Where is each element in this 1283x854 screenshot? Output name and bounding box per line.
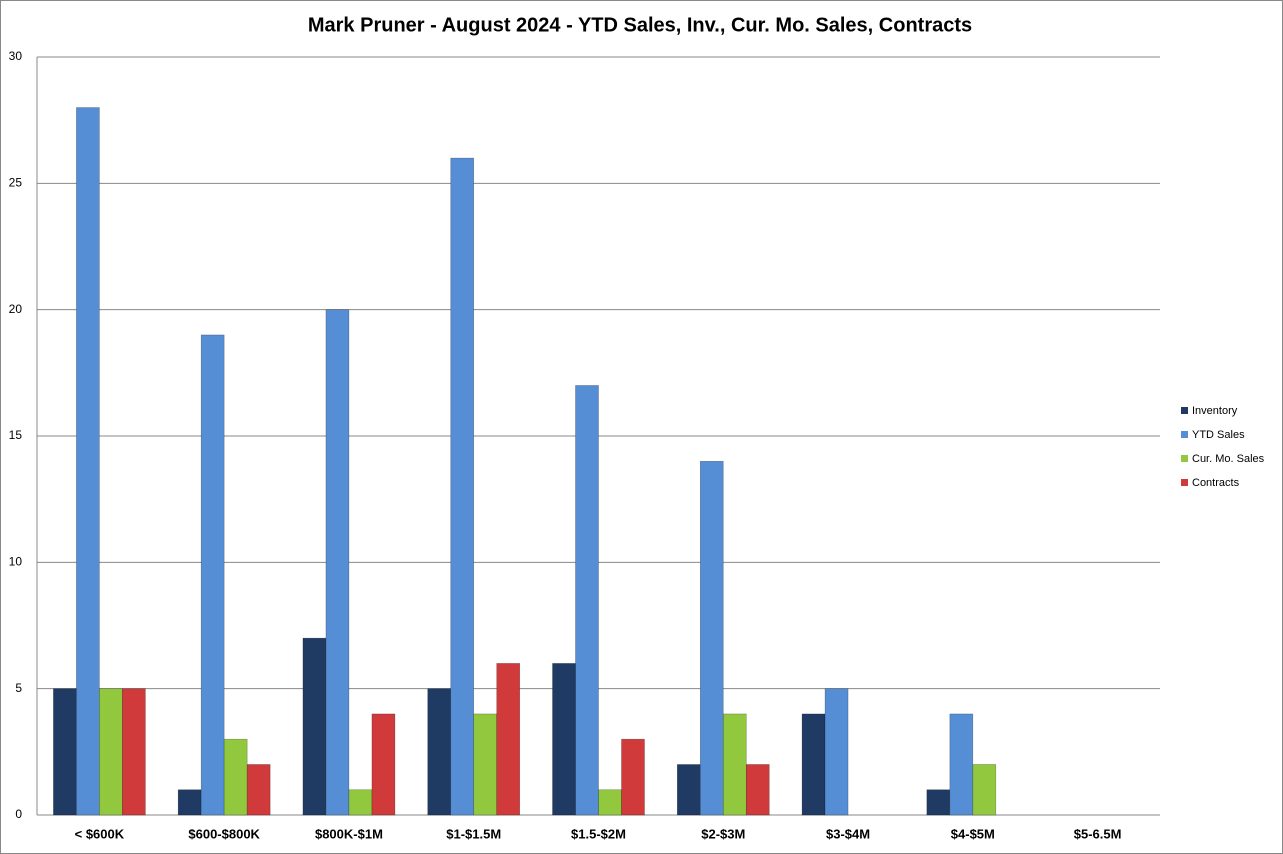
bar: [348, 789, 373, 816]
bar: [371, 713, 396, 816]
bar: [552, 663, 576, 816]
y-tick-label: 25: [9, 176, 23, 190]
bar: [325, 309, 350, 816]
legend-swatch: [1181, 479, 1188, 486]
bar: [53, 688, 77, 816]
y-tick-label: 20: [9, 302, 23, 316]
y-tick-label: 10: [9, 555, 23, 569]
bar: [722, 713, 747, 816]
bar: [699, 460, 724, 816]
bar: [302, 637, 327, 816]
x-tick-label: $4-$5M: [951, 826, 995, 841]
legend-label: Cur. Mo. Sales: [1192, 453, 1265, 465]
legend-swatch: [1181, 407, 1188, 414]
bar: [177, 789, 202, 816]
bar: [575, 385, 599, 816]
x-tick-label: $2-$3M: [701, 826, 745, 841]
y-tick-label: 30: [9, 49, 23, 63]
x-tick-label: $800K-$1M: [315, 826, 383, 841]
bar: [496, 663, 521, 816]
legend-label: Contracts: [1192, 477, 1240, 489]
legend-swatch: [1181, 455, 1188, 462]
bar: [200, 334, 225, 816]
chart-title: Mark Pruner - August 2024 - YTD Sales, I…: [308, 14, 972, 36]
bar: [99, 688, 123, 816]
bar: [246, 764, 271, 816]
bar: [801, 713, 826, 816]
bar: [122, 688, 146, 816]
bar: [598, 789, 622, 816]
bar: [76, 107, 100, 816]
legend-label: Inventory: [1192, 405, 1238, 417]
x-tick-label: $5-6.5M: [1074, 826, 1122, 841]
y-tick-label: 0: [15, 807, 22, 821]
legend-label: YTD Sales: [1192, 429, 1245, 441]
x-tick-label: $600-$800K: [188, 826, 260, 841]
bar: [745, 764, 770, 816]
bar: [621, 738, 645, 816]
bar: [676, 764, 701, 816]
bar: [972, 764, 997, 816]
bar: [926, 789, 951, 816]
bar: [427, 688, 452, 816]
legend-swatch: [1181, 431, 1188, 438]
bar: [223, 738, 248, 816]
y-tick-label: 15: [9, 428, 23, 442]
y-tick-label: 5: [15, 681, 22, 695]
bar: [949, 713, 974, 816]
x-tick-label: < $600K: [75, 826, 125, 841]
bar: [473, 713, 498, 816]
x-tick-label: $1-$1.5M: [446, 826, 501, 841]
bar: [824, 688, 849, 816]
bar: [450, 157, 475, 816]
x-tick-label: $1.5-$2M: [571, 826, 626, 841]
x-tick-label: $3-$4M: [826, 826, 870, 841]
